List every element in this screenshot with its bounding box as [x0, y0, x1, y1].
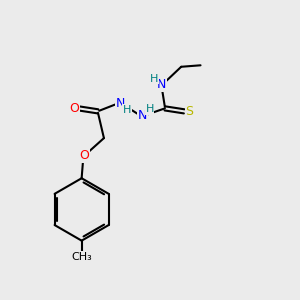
Text: N: N	[157, 78, 167, 91]
Text: O: O	[80, 149, 89, 162]
Text: H: H	[146, 104, 154, 114]
Text: H: H	[123, 105, 131, 115]
Text: S: S	[185, 105, 194, 118]
Text: O: O	[69, 102, 79, 115]
Text: N: N	[138, 109, 147, 122]
Text: N: N	[116, 98, 125, 110]
Text: H: H	[150, 74, 159, 84]
Text: CH₃: CH₃	[71, 252, 92, 262]
